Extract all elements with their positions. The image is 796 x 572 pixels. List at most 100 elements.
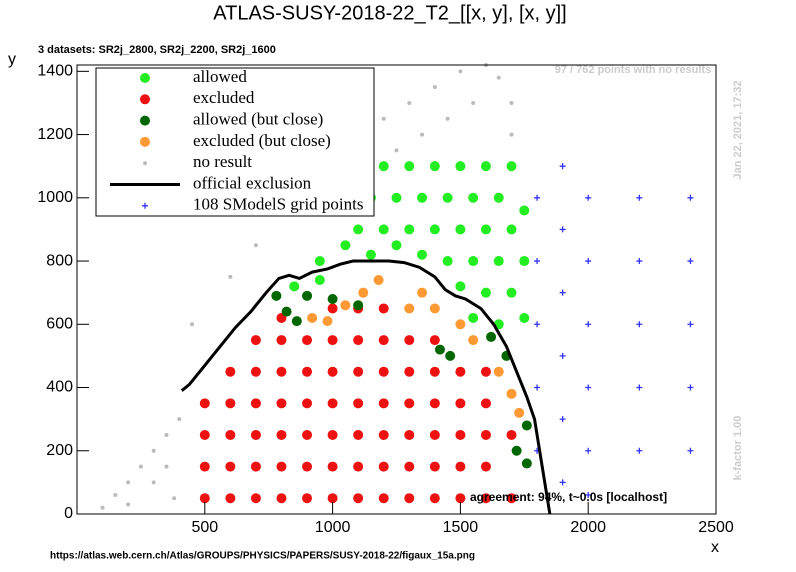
grid-point <box>534 194 541 201</box>
point <box>302 398 313 409</box>
grid-point <box>636 447 643 454</box>
point <box>506 429 517 440</box>
point <box>250 493 261 504</box>
point <box>391 240 402 251</box>
y-tick-label: 0 <box>64 505 73 522</box>
x-tick-label: 2000 <box>570 519 606 536</box>
y-tick-label: 1000 <box>37 189 73 206</box>
point <box>506 224 517 235</box>
point <box>442 256 453 267</box>
point <box>327 335 338 346</box>
point <box>378 493 389 504</box>
point <box>100 505 105 510</box>
point <box>276 429 287 440</box>
point <box>394 148 399 153</box>
agreement: agreement: 94%, t~0.0s [localhost] <box>470 490 667 504</box>
point <box>190 322 195 327</box>
point <box>140 94 150 105</box>
point <box>302 290 313 301</box>
point <box>407 100 412 105</box>
point <box>471 100 476 105</box>
grid-point <box>585 492 592 499</box>
y-axis-label: y <box>8 51 16 68</box>
legend-label: allowed <box>193 67 247 86</box>
point <box>302 335 313 346</box>
point <box>143 161 147 166</box>
point <box>302 493 313 504</box>
point <box>429 493 440 504</box>
grid-point <box>559 479 566 486</box>
point <box>302 461 313 472</box>
point <box>276 335 287 346</box>
k-factor: k-factor 1.00 <box>732 416 744 481</box>
point <box>506 388 517 399</box>
point <box>480 161 491 172</box>
point <box>404 461 415 472</box>
point <box>455 319 466 330</box>
point <box>353 366 364 377</box>
point <box>302 429 313 440</box>
point <box>314 275 325 286</box>
point <box>199 398 210 409</box>
legend-label: excluded (but close) <box>193 131 331 150</box>
point <box>468 335 479 346</box>
note: 97 / 762 points with no results <box>555 64 711 76</box>
source-url: https://atlas.web.cern.ch/Atlas/GROUPS/P… <box>50 551 475 562</box>
point <box>225 493 236 504</box>
point <box>455 366 466 377</box>
grid-point <box>687 447 694 454</box>
point <box>353 300 364 311</box>
grid-point <box>687 384 694 391</box>
exclusion-line <box>180 259 552 515</box>
point <box>250 366 261 377</box>
point <box>126 480 131 485</box>
x-tick-label: 500 <box>191 519 218 536</box>
point <box>365 249 376 260</box>
point <box>353 398 364 409</box>
point <box>404 161 415 172</box>
point <box>199 461 210 472</box>
point <box>493 366 504 377</box>
grid-point <box>585 258 592 265</box>
point <box>322 316 333 327</box>
point <box>404 429 415 440</box>
legend-label: no result <box>193 152 252 171</box>
point <box>480 287 491 298</box>
point <box>493 192 504 203</box>
y-tick-label: 1200 <box>37 126 73 143</box>
point <box>519 312 530 323</box>
point <box>140 136 150 147</box>
point <box>164 464 169 469</box>
grid-point <box>585 447 592 454</box>
grid-point <box>559 163 566 170</box>
point <box>404 493 415 504</box>
point <box>509 132 514 137</box>
point <box>455 281 466 292</box>
point <box>381 116 386 121</box>
point <box>225 366 236 377</box>
point <box>276 398 287 409</box>
point <box>378 398 389 409</box>
point <box>307 312 318 323</box>
legend-label: official exclusion <box>193 173 312 192</box>
grid-point <box>559 416 566 423</box>
y-tick-label: 600 <box>46 316 73 333</box>
point <box>199 493 210 504</box>
point <box>391 192 402 203</box>
point <box>429 161 440 172</box>
y-tick-label: 200 <box>46 442 73 459</box>
point <box>228 274 233 279</box>
point <box>429 366 440 377</box>
point <box>480 398 491 409</box>
x-tick-label: 1000 <box>315 519 351 536</box>
legend-label: excluded <box>193 88 255 107</box>
point <box>276 366 287 377</box>
point <box>458 69 463 74</box>
grid-point <box>585 321 592 328</box>
point <box>519 205 530 216</box>
point <box>521 420 532 431</box>
point <box>378 366 389 377</box>
point <box>138 464 143 469</box>
y-tick-label: 400 <box>46 379 73 396</box>
point <box>420 132 425 137</box>
